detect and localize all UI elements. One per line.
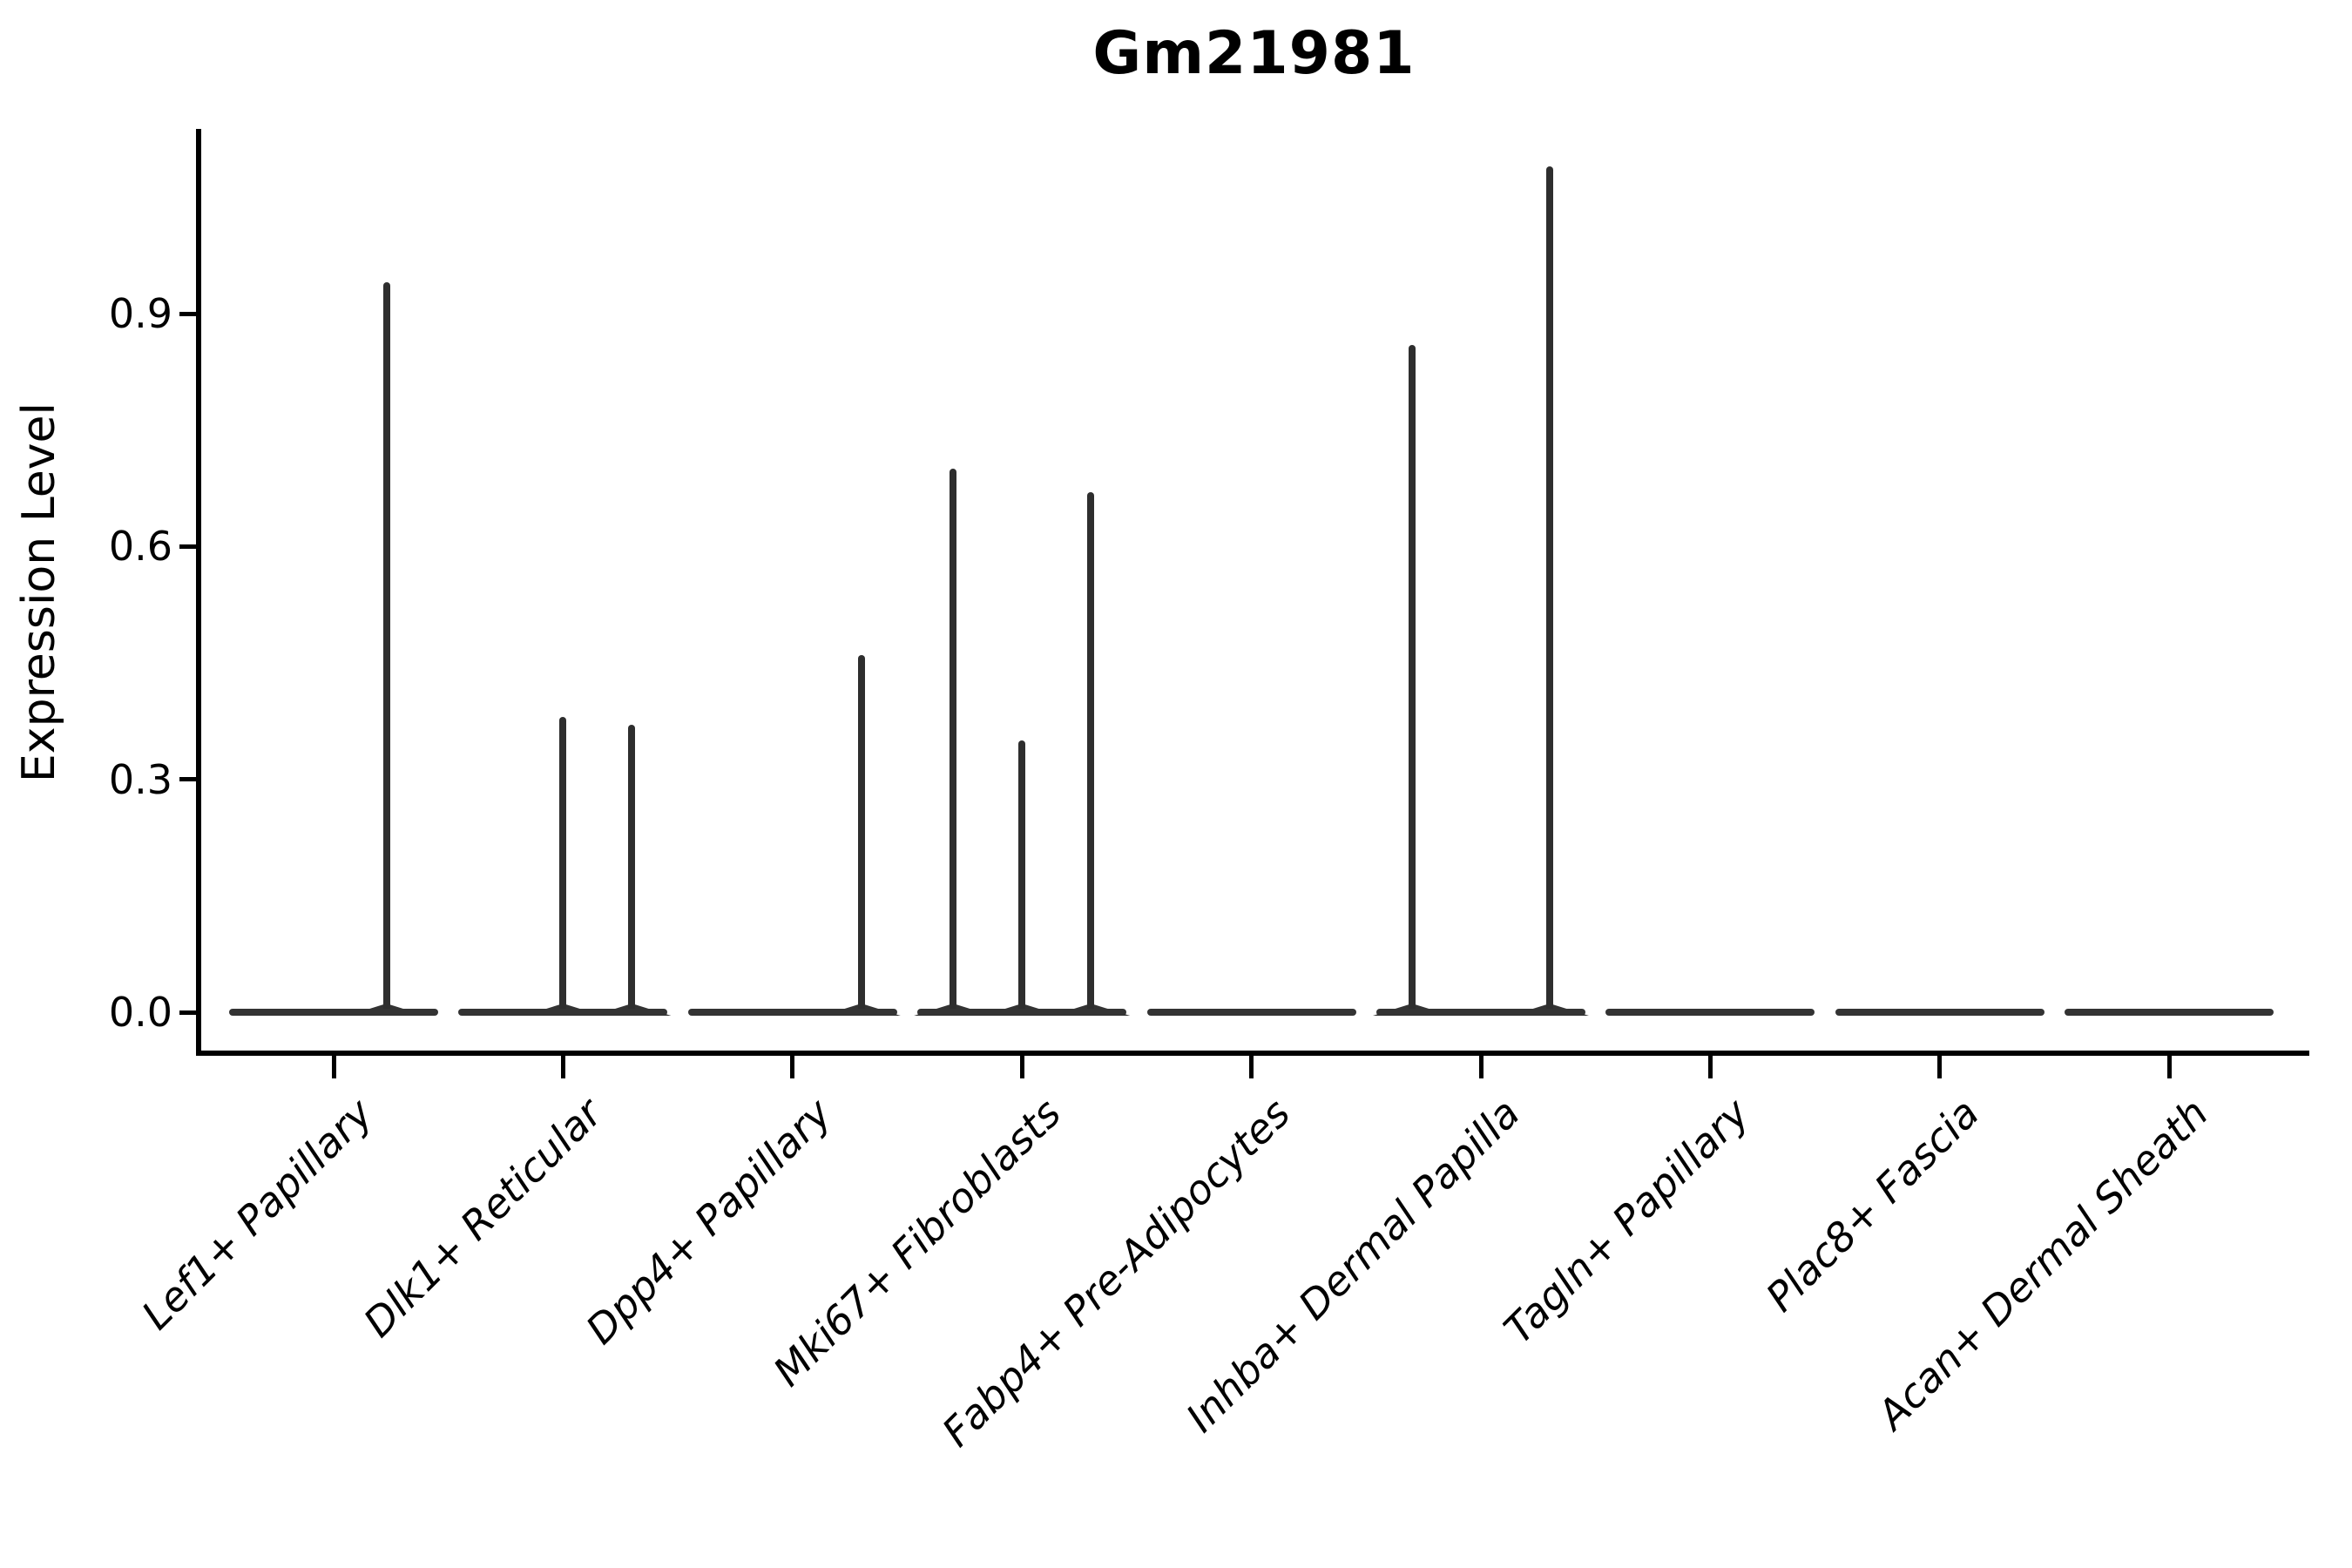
x-tick-mark — [1019, 1056, 1024, 1078]
x-tick-mark — [1478, 1056, 1484, 1078]
x-tick-mark — [560, 1056, 565, 1078]
y-tick-mark — [179, 777, 199, 782]
x-tick-label: Lef1+ Papillary — [132, 1089, 382, 1339]
x-tick-mark — [1707, 1056, 1713, 1078]
y-tick-label: 0.0 — [108, 989, 172, 1036]
violin-body — [1146, 1009, 1356, 1016]
x-tick-mark — [790, 1056, 795, 1078]
violin-spike — [628, 725, 636, 1012]
y-tick-mark — [179, 311, 199, 316]
plot-title: Gm21981 — [1092, 19, 1416, 88]
violin-spike — [1408, 344, 1416, 1012]
violin-body — [229, 1009, 438, 1016]
x-tick-mark — [2166, 1056, 2172, 1078]
violin-body — [687, 1009, 897, 1016]
y-tick-label: 0.9 — [108, 290, 172, 338]
y-tick-label: 0.3 — [108, 755, 172, 803]
violin-body — [1376, 1009, 1585, 1016]
y-tick-label: 0.6 — [108, 523, 172, 571]
y-axis-label: Expression Level — [13, 402, 65, 783]
violin-spike — [559, 717, 567, 1012]
y-axis-line — [196, 129, 201, 1056]
violin-body — [1605, 1009, 1815, 1016]
violin-spike — [950, 469, 957, 1012]
y-tick-mark — [179, 1010, 199, 1015]
y-tick-mark — [179, 544, 199, 549]
y-axis-label-wrap: Expression Level — [0, 129, 87, 1056]
violin-spike — [1018, 740, 1026, 1012]
x-tick-mark — [1937, 1056, 1943, 1078]
x-tick-label: Dlk1+ Reticular — [354, 1089, 612, 1347]
violin-spike — [1546, 166, 1554, 1012]
violin-body — [458, 1009, 668, 1016]
x-tick-label: Tagln+ Papillary — [1494, 1089, 1759, 1353]
violin-spike — [1087, 492, 1095, 1012]
violin-body — [917, 1009, 1127, 1016]
violin-body — [2065, 1009, 2274, 1016]
x-axis-line — [199, 1051, 2309, 1056]
violin-spike — [857, 655, 865, 1012]
x-tick-mark — [1249, 1056, 1254, 1078]
x-tick-mark — [331, 1056, 336, 1078]
violin-spike — [382, 282, 390, 1012]
violin-body — [1835, 1009, 2044, 1016]
x-tick-label: Dpp4+ Papillary — [576, 1089, 841, 1354]
x-tick-label: Plac8+ Fascia — [1756, 1089, 1988, 1321]
